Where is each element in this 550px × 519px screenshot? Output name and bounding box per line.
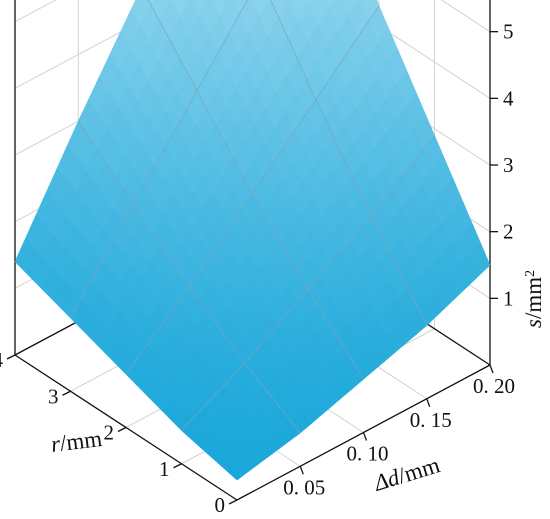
x-tick-label: 0. 20 (473, 374, 515, 398)
z-tick-label: 2 (503, 220, 514, 244)
y-tick-label: 3 (48, 384, 59, 408)
surface-patch (227, 462, 249, 481)
z-tick-label: 3 (503, 153, 514, 177)
surface-mesh (70, 0, 435, 434)
y-tick (6, 354, 16, 360)
z-tick-label: 4 (503, 86, 514, 110)
x-tick (299, 466, 304, 475)
x-tick-label: 0. 10 (347, 442, 389, 466)
surface-patch (325, 0, 335, 10)
x-tick (362, 432, 368, 441)
y-tick-label: 4 (0, 348, 4, 372)
y-tick-label: 2 (104, 421, 115, 445)
x-tick (489, 364, 494, 374)
surface-mesh-line (70, 0, 248, 319)
z-tick-label: 1 (503, 286, 514, 310)
y-tick (173, 463, 182, 469)
y-tick (228, 499, 238, 505)
y-tick (62, 390, 71, 396)
tick-marks (6, 31, 498, 505)
x-tick-label: 0. 15 (410, 408, 452, 432)
y-tick-label: 1 (159, 457, 170, 481)
y-axis-title: r/mm (50, 426, 104, 457)
x-tick-label: 0. 05 (283, 475, 325, 499)
y-tick (117, 426, 127, 433)
surface-mesh-line (181, 135, 435, 431)
surface-mesh-line (125, 5, 380, 375)
tick-labels: 1234567012340. 050. 100. 150. 20 (0, 20, 515, 517)
side-wall-gridline (440, 0, 491, 33)
surface-patch (147, 0, 154, 6)
y-tick-label: 0 (215, 493, 226, 517)
surface-patch (307, 0, 312, 5)
z-tick-label: 5 (503, 20, 514, 44)
z-axis-title: s/mm2 (521, 270, 546, 328)
x-tick (426, 398, 431, 407)
